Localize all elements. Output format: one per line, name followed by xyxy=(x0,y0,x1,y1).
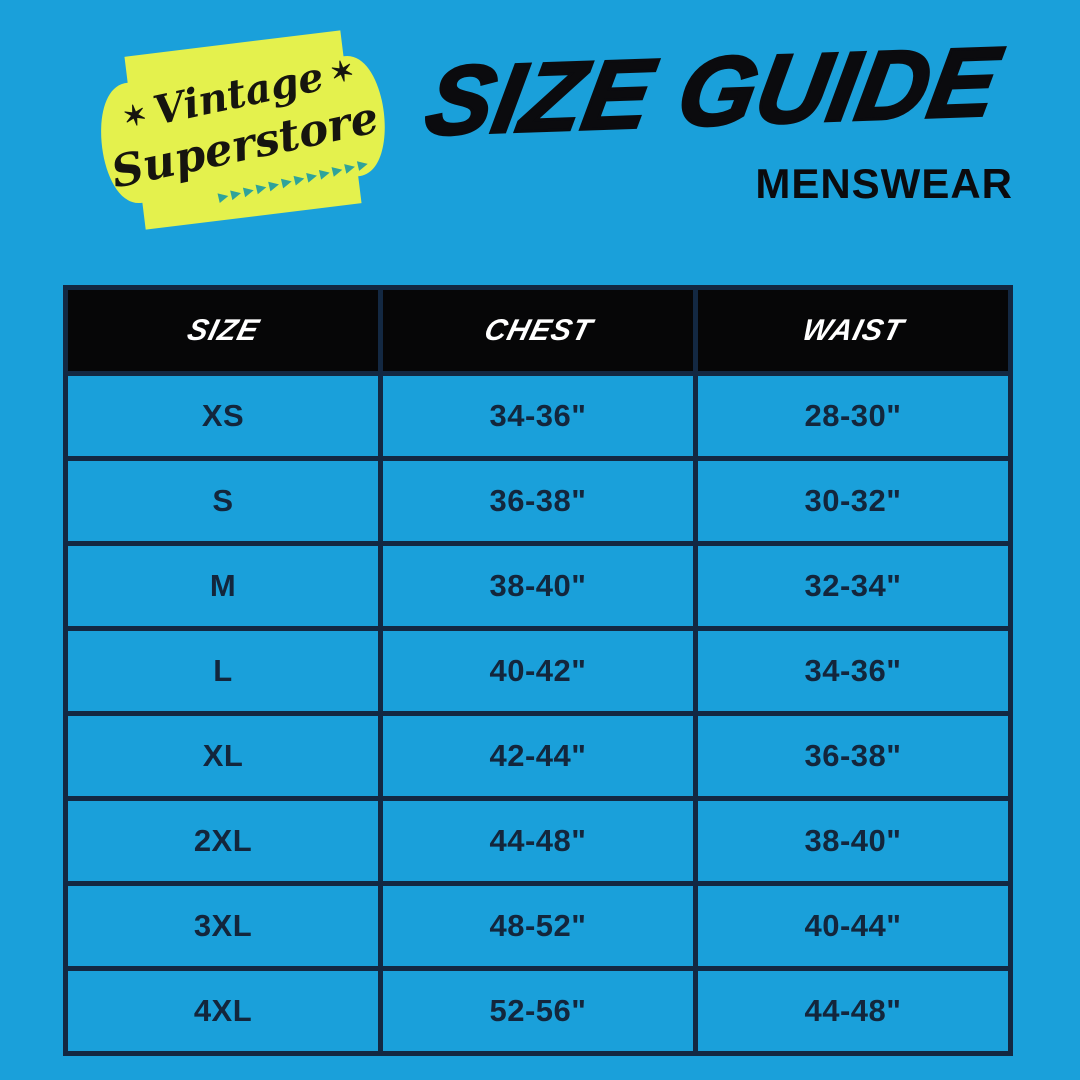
sparkle-icon: ✶ xyxy=(327,53,358,91)
column-header-chest-label: CHEST xyxy=(480,313,596,347)
waist-cell: 44-48" xyxy=(693,966,1013,1056)
chest-cell: 40-42" xyxy=(378,626,698,716)
page-subtitle: MENSWEAR xyxy=(755,159,1013,207)
header-row: SIZE CHEST WAIST xyxy=(63,285,1013,376)
table-row-l: L 40-42" 34-36" xyxy=(63,626,1013,716)
chest-cell: 42-44" xyxy=(378,711,698,801)
waist-cell: 34-36" xyxy=(693,626,1013,716)
chest-cell: 48-52" xyxy=(378,881,698,971)
title-block: SIZE GUIDE MENSWEAR xyxy=(417,25,1013,208)
page-title: SIZE GUIDE xyxy=(417,25,1009,158)
chest-cell: 36-38" xyxy=(378,456,698,546)
waist-cell: 36-38" xyxy=(693,711,1013,801)
size-cell: M xyxy=(63,541,383,631)
table-row-3xl: 3XL 48-52" 40-44" xyxy=(63,881,1013,971)
table-row-xl: XL 42-44" 36-38" xyxy=(63,711,1013,801)
size-cell: 4XL xyxy=(63,966,383,1056)
column-header-size-label: SIZE xyxy=(183,313,263,347)
size-cell: XS xyxy=(63,371,383,461)
table-row-2xl: 2XL 44-48" 38-40" xyxy=(63,796,1013,886)
waist-cell: 32-34" xyxy=(693,541,1013,631)
brand-badge: ✶Vintage✶ Superstore ▶▶▶▶▶▶▶▶▶▶▶▶ xyxy=(82,18,405,241)
chest-cell: 52-56" xyxy=(378,966,698,1056)
column-header-chest: CHEST xyxy=(378,285,698,376)
table-row-m: M 38-40" 32-34" xyxy=(63,541,1013,631)
brand-text: ✶Vintage✶ Superstore ▶▶▶▶▶▶▶▶▶▶▶▶ xyxy=(82,18,405,241)
size-cell: S xyxy=(63,456,383,546)
column-header-size: SIZE xyxy=(63,285,383,376)
table-header: SIZE CHEST WAIST xyxy=(63,285,1013,376)
sparkle-icon: ✶ xyxy=(120,97,150,135)
size-cell: XL xyxy=(63,711,383,801)
size-cell: L xyxy=(63,626,383,716)
waist-cell: 28-30" xyxy=(693,371,1013,461)
chest-cell: 44-48" xyxy=(378,796,698,886)
table-row-xs: XS 34-36" 28-30" xyxy=(63,371,1013,461)
size-guide-table: SIZE CHEST WAIST XS 34-36" 28-30" S 36-3… xyxy=(63,285,1013,1056)
chest-cell: 34-36" xyxy=(378,371,698,461)
chest-cell: 38-40" xyxy=(378,541,698,631)
column-header-waist: WAIST xyxy=(693,285,1013,376)
table-row-4xl: 4XL 52-56" 44-48" xyxy=(63,966,1013,1056)
waist-cell: 38-40" xyxy=(693,796,1013,886)
size-cell: 2XL xyxy=(63,796,383,886)
size-cell: 3XL xyxy=(63,881,383,971)
column-header-waist-label: WAIST xyxy=(799,313,908,347)
badge-shape xyxy=(101,30,385,230)
waist-cell: 30-32" xyxy=(693,456,1013,546)
table-body: XS 34-36" 28-30" S 36-38" 30-32" M 38-40… xyxy=(63,371,1013,1056)
waist-cell: 40-44" xyxy=(693,881,1013,971)
table-row-s: S 36-38" 30-32" xyxy=(63,456,1013,546)
